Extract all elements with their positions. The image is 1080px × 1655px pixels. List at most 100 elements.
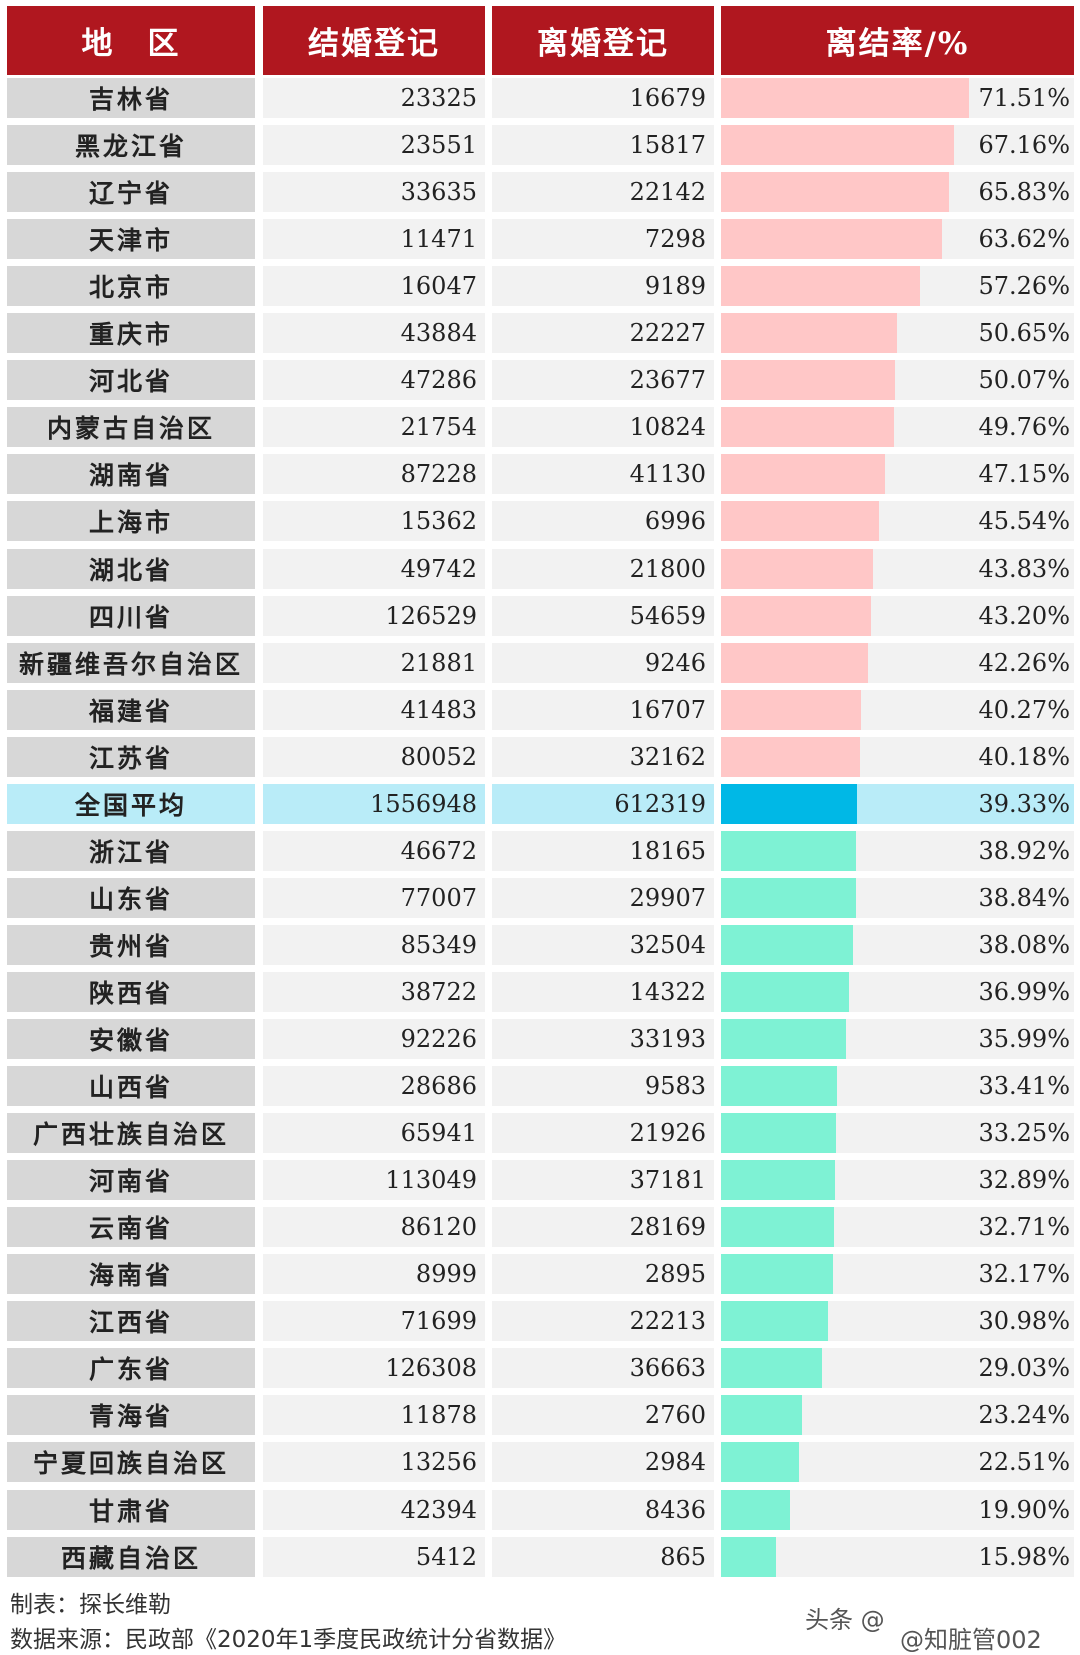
region-cell: 山西省 bbox=[7, 1066, 255, 1106]
rate-cell: 45.54% bbox=[721, 501, 1074, 541]
table-row: 福建省 41483 16707 40.27% bbox=[0, 690, 1080, 730]
divorce-value: 29907 bbox=[629, 884, 706, 912]
rate-label: 23.24% bbox=[978, 1401, 1070, 1429]
region-cell: 青海省 bbox=[7, 1395, 255, 1435]
rate-bar bbox=[721, 1207, 834, 1247]
divorce-value: 23677 bbox=[629, 366, 706, 394]
marriage-value: 49742 bbox=[400, 555, 477, 583]
marriage-cell: 13256 bbox=[263, 1442, 485, 1482]
divorce-value: 2984 bbox=[644, 1448, 706, 1476]
rate-cell: 42.26% bbox=[721, 643, 1074, 683]
header-divorce: 离婚登记 bbox=[492, 6, 714, 75]
divorce-value: 16679 bbox=[629, 84, 706, 112]
rate-label: 47.15% bbox=[978, 460, 1070, 488]
rate-cell: 40.27% bbox=[721, 690, 1074, 730]
rate-bar bbox=[721, 1019, 846, 1059]
rate-label: 45.54% bbox=[978, 507, 1070, 535]
rate-cell: 22.51% bbox=[721, 1442, 1074, 1482]
divorce-cell: 16707 bbox=[492, 690, 714, 730]
marriage-value: 11878 bbox=[400, 1401, 477, 1429]
header-marriage: 结婚登记 bbox=[263, 6, 485, 75]
rate-cell: 40.18% bbox=[721, 737, 1074, 777]
region-cell: 云南省 bbox=[7, 1207, 255, 1247]
rate-bar bbox=[721, 1160, 835, 1200]
divorce-cell: 22142 bbox=[492, 172, 714, 212]
marriage-value: 21754 bbox=[400, 413, 477, 441]
divorce-cell: 15817 bbox=[492, 125, 714, 165]
marriage-cell: 71699 bbox=[263, 1301, 485, 1341]
region-cell: 四川省 bbox=[7, 596, 255, 636]
rate-bar bbox=[721, 1442, 799, 1482]
marriage-cell: 42394 bbox=[263, 1490, 485, 1530]
marriage-cell: 11471 bbox=[263, 219, 485, 259]
table-row: 黑龙江省 23551 15817 67.16% bbox=[0, 125, 1080, 165]
divorce-cell: 7298 bbox=[492, 219, 714, 259]
table-row: 甘肃省 42394 8436 19.90% bbox=[0, 1490, 1080, 1530]
rate-bar bbox=[721, 1490, 790, 1530]
divorce-value: 2895 bbox=[644, 1260, 706, 1288]
region-cell: 海南省 bbox=[7, 1254, 255, 1294]
divorce-value: 32504 bbox=[629, 931, 706, 959]
rate-label: 65.83% bbox=[978, 178, 1070, 206]
rate-label: 19.90% bbox=[978, 1496, 1070, 1524]
marriage-value: 33635 bbox=[400, 178, 477, 206]
table-row: 贵州省 85349 32504 38.08% bbox=[0, 925, 1080, 965]
divorce-value: 10824 bbox=[629, 413, 706, 441]
region-cell: 宁夏回族自治区 bbox=[7, 1442, 255, 1482]
table-row: 天津市 11471 7298 63.62% bbox=[0, 219, 1080, 259]
rate-cell: 38.08% bbox=[721, 925, 1074, 965]
rate-cell: 71.51% bbox=[721, 78, 1074, 118]
marriage-cell: 11878 bbox=[263, 1395, 485, 1435]
rate-label: 38.84% bbox=[978, 884, 1070, 912]
rate-label: 36.99% bbox=[978, 978, 1070, 1006]
rate-cell: 33.41% bbox=[721, 1066, 1074, 1106]
divorce-value: 865 bbox=[660, 1543, 706, 1571]
table-row: 海南省 8999 2895 32.17% bbox=[0, 1254, 1080, 1294]
marriage-value: 42394 bbox=[400, 1496, 477, 1524]
marriage-value: 41483 bbox=[400, 696, 477, 724]
rate-bar bbox=[721, 78, 969, 118]
divorce-value: 28169 bbox=[629, 1213, 706, 1241]
marriage-value: 5412 bbox=[415, 1543, 477, 1571]
region-cell: 浙江省 bbox=[7, 831, 255, 871]
marriage-value: 92226 bbox=[400, 1025, 477, 1053]
rate-label: 42.26% bbox=[978, 649, 1070, 677]
divorce-cell: 8436 bbox=[492, 1490, 714, 1530]
rate-cell: 36.99% bbox=[721, 972, 1074, 1012]
marriage-cell: 77007 bbox=[263, 878, 485, 918]
marriage-cell: 21881 bbox=[263, 643, 485, 683]
region-cell: 新疆维吾尔自治区 bbox=[7, 643, 255, 683]
region-cell: 重庆市 bbox=[7, 313, 255, 353]
region-cell: 河南省 bbox=[7, 1160, 255, 1200]
rate-cell: 32.17% bbox=[721, 1254, 1074, 1294]
table-row: 新疆维吾尔自治区 21881 9246 42.26% bbox=[0, 643, 1080, 683]
region-cell: 内蒙古自治区 bbox=[7, 407, 255, 447]
marriage-value: 47286 bbox=[400, 366, 477, 394]
table-row: 四川省 126529 54659 43.20% bbox=[0, 596, 1080, 636]
rate-bar bbox=[721, 407, 894, 447]
region-cell: 黑龙江省 bbox=[7, 125, 255, 165]
region-cell: 江西省 bbox=[7, 1301, 255, 1341]
divorce-cell: 21800 bbox=[492, 549, 714, 589]
marriage-value: 1556948 bbox=[370, 790, 477, 818]
watermark-text-2: @知脏管002 bbox=[900, 1626, 1042, 1654]
region-cell: 江苏省 bbox=[7, 737, 255, 777]
region-cell: 辽宁省 bbox=[7, 172, 255, 212]
divorce-cell: 9246 bbox=[492, 643, 714, 683]
divorce-cell: 33193 bbox=[492, 1019, 714, 1059]
rate-cell: 19.90% bbox=[721, 1490, 1074, 1530]
marriage-value: 46672 bbox=[400, 837, 477, 865]
table-row: 山东省 77007 29907 38.84% bbox=[0, 878, 1080, 918]
marriage-value: 43884 bbox=[400, 319, 477, 347]
divorce-cell: 22227 bbox=[492, 313, 714, 353]
rate-label: 15.98% bbox=[978, 1543, 1070, 1571]
divorce-value: 41130 bbox=[629, 460, 706, 488]
rate-cell: 67.16% bbox=[721, 125, 1074, 165]
rate-label: 63.62% bbox=[978, 225, 1070, 253]
region-cell: 北京市 bbox=[7, 266, 255, 306]
divorce-cell: 22213 bbox=[492, 1301, 714, 1341]
rate-bar bbox=[721, 501, 879, 541]
divorce-value: 9583 bbox=[644, 1072, 706, 1100]
rate-bar bbox=[721, 1395, 802, 1435]
marriage-value: 23551 bbox=[400, 131, 477, 159]
